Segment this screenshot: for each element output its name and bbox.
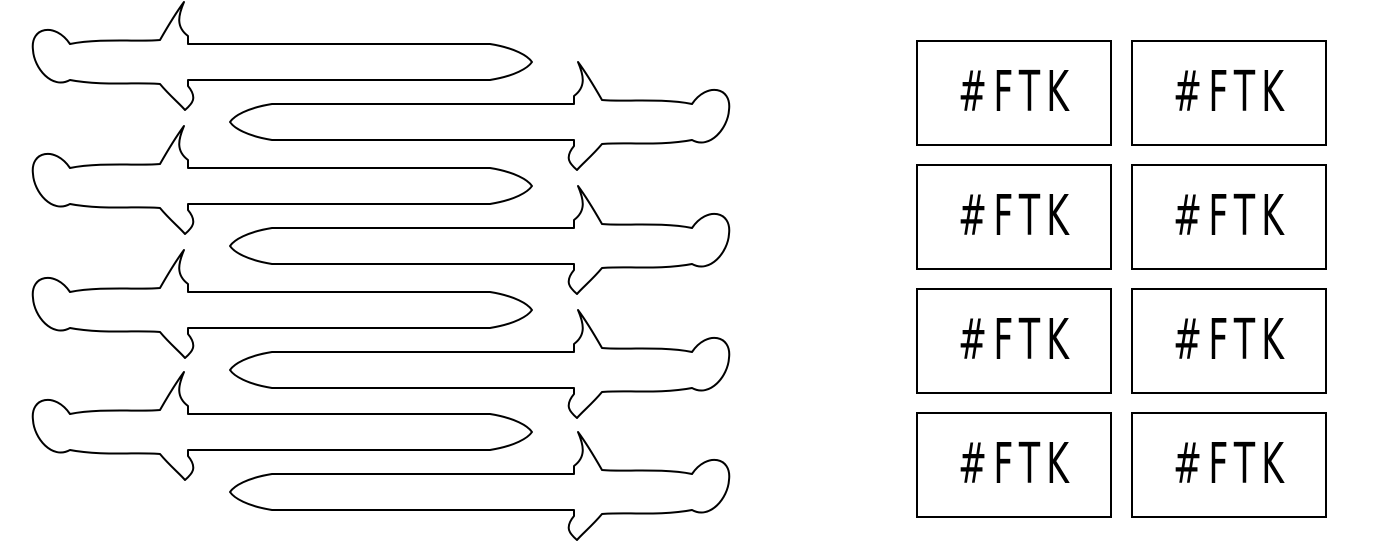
tag-label: #FTK [916,288,1112,394]
tags-grid: #FTK #FTK #FTK #FTK #FTK #FTK #FTK #FTK [916,40,1328,518]
swords-panel [31,1,731,541]
tag-label: #FTK [1131,288,1327,394]
sword-icon [31,125,533,235]
sword-icon [31,249,533,359]
tag-label: #FTK [916,164,1112,270]
sword-icon [31,1,533,111]
tag-label: #FTK [1131,412,1327,518]
tag-label: #FTK [1131,164,1327,270]
tag-label: #FTK [1131,40,1327,146]
tag-label: #FTK [916,40,1112,146]
tag-label: #FTK [916,412,1112,518]
